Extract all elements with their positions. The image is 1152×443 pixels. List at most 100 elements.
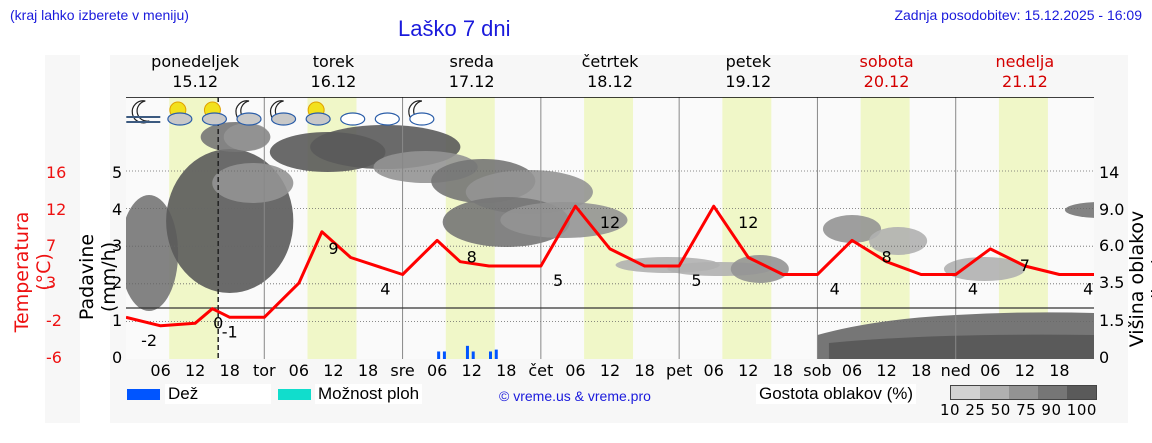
x-tick: 06: [288, 361, 310, 380]
x-tick: 12: [738, 361, 759, 380]
x-tick: 12: [876, 361, 897, 380]
day-date: 15.12: [172, 72, 219, 91]
x-tick: 06: [703, 361, 724, 380]
partly-cloudy-icon: [167, 101, 193, 126]
x-tick: 06: [426, 361, 448, 380]
x-tick: čet: [528, 361, 554, 380]
day-header: sreda 17.12: [417, 52, 527, 92]
x-tick: ned: [940, 361, 971, 380]
temp-label: 12: [600, 213, 620, 232]
cloud-height-tick: 14: [1099, 163, 1120, 182]
x-tick: 18: [772, 361, 794, 380]
x-tick: 18: [634, 361, 655, 380]
cloud-height-axis-label: Višina oblakov (km): [1126, 210, 1152, 348]
sun-cloud-icon: [201, 101, 228, 126]
cloud-height-tick: 1.5: [1099, 311, 1125, 330]
scale-step: [1009, 386, 1038, 399]
precip-tick: 2: [112, 273, 123, 292]
day-header: sobota 20.12: [832, 52, 942, 92]
precip-tick: 0: [112, 348, 123, 367]
rain-bar: [465, 345, 469, 359]
precip-tick: 4: [112, 200, 123, 219]
cloud-height-tick: 3.5: [1099, 273, 1125, 292]
rain-swatch: [127, 389, 160, 400]
cloud-blob: [869, 227, 928, 255]
rain-bar: [489, 351, 492, 359]
location-hint[interactable]: (kraj lahko izberete v meniju): [10, 7, 189, 23]
day-header: četrtek 18.12: [555, 52, 665, 92]
credit-link[interactable]: © vreme.us & vreme.pro: [499, 388, 651, 404]
cloud-height-tick: 6.0: [1099, 236, 1125, 255]
x-tick: 06: [841, 361, 863, 380]
day-name: petek: [725, 52, 771, 71]
cloud-height-tick: 0: [1099, 348, 1110, 367]
cloudy-icon: [374, 112, 400, 126]
partly-cloudy-icon: [305, 101, 331, 126]
cloud-height-tick: 9.0: [1099, 200, 1125, 219]
temp-label: 12: [738, 213, 758, 232]
temp-label: 5: [691, 271, 701, 290]
temp-label: -2: [141, 331, 157, 350]
day-date: 18.12: [587, 72, 633, 91]
day-name: ponedeljek: [151, 52, 240, 71]
temp-tick: 3: [46, 273, 57, 292]
scale-step: [980, 386, 1009, 399]
day-name: nedelja: [995, 52, 1055, 71]
day-date: 17.12: [448, 72, 495, 91]
x-tick: sob: [803, 361, 832, 380]
temp-axis-panel: [45, 55, 80, 423]
temp-label: 4: [830, 280, 840, 299]
cloudy-icon: [340, 112, 366, 126]
night-fog-icon: [126, 100, 161, 124]
rain-bar: [471, 351, 475, 359]
cloud-blob: [943, 257, 1026, 281]
temp-tick: 16: [46, 163, 67, 182]
temp-label: 7: [1020, 256, 1030, 275]
temp-label: 4: [968, 280, 978, 299]
x-tick: tor: [252, 361, 276, 380]
cloud-blob: [822, 215, 882, 243]
x-tick: 18: [219, 361, 240, 380]
temp-label: 0: [213, 314, 223, 333]
day-name: četrtek: [581, 52, 639, 71]
x-tick: 18: [910, 361, 932, 380]
x-tick: 12: [461, 361, 482, 380]
temp-label: 8: [881, 247, 891, 266]
day-date: 16.12: [310, 72, 357, 91]
cloud-blob: [126, 195, 179, 311]
day-header: nedelja 21.12: [970, 52, 1080, 92]
low-cloud-core: [828, 334, 1094, 359]
rain-bar: [442, 351, 446, 359]
forecast-chart: -2 0-1 9 4 8 5 12 5 12 4 8 4 7 4: [126, 97, 1094, 359]
day-header: ponedeljek 15.12: [140, 52, 250, 92]
showers-swatch: [278, 389, 311, 400]
x-tick: 18: [357, 361, 379, 380]
temp-label: -1: [222, 322, 238, 341]
day-date: 19.12: [725, 72, 772, 91]
cloud-blob: [1064, 202, 1094, 218]
scale-step: [1038, 386, 1067, 399]
temp-tick: 12: [46, 200, 67, 219]
night-cloudy-icon: [269, 100, 297, 126]
x-tick: 12: [599, 361, 621, 380]
rain-legend-label: Dež: [165, 384, 271, 404]
cloud-blob: [223, 123, 271, 151]
rain-bar: [437, 351, 441, 359]
x-tick: 18: [1049, 361, 1070, 380]
cloud-blob: [212, 163, 294, 203]
night-cloudy-icon: [235, 100, 262, 126]
scale-step: [951, 386, 980, 399]
last-updated: Zadnja posodobitev: 15.12.2025 - 16:09: [894, 7, 1142, 23]
rain-bar: [494, 349, 498, 359]
temp-tick: -6: [46, 348, 62, 367]
day-header: torek 16.12: [278, 52, 388, 92]
x-tick: 12: [323, 361, 344, 380]
day-name: sreda: [449, 52, 494, 71]
x-tick: 18: [496, 361, 517, 380]
precip-tick: 1: [112, 311, 123, 330]
showers-legend-label: Možnost ploh: [315, 384, 423, 404]
x-tick: 06: [980, 361, 1001, 380]
temp-label: 9: [328, 239, 338, 258]
x-tick: sre: [390, 361, 415, 380]
temp-label: 4: [1083, 280, 1093, 299]
